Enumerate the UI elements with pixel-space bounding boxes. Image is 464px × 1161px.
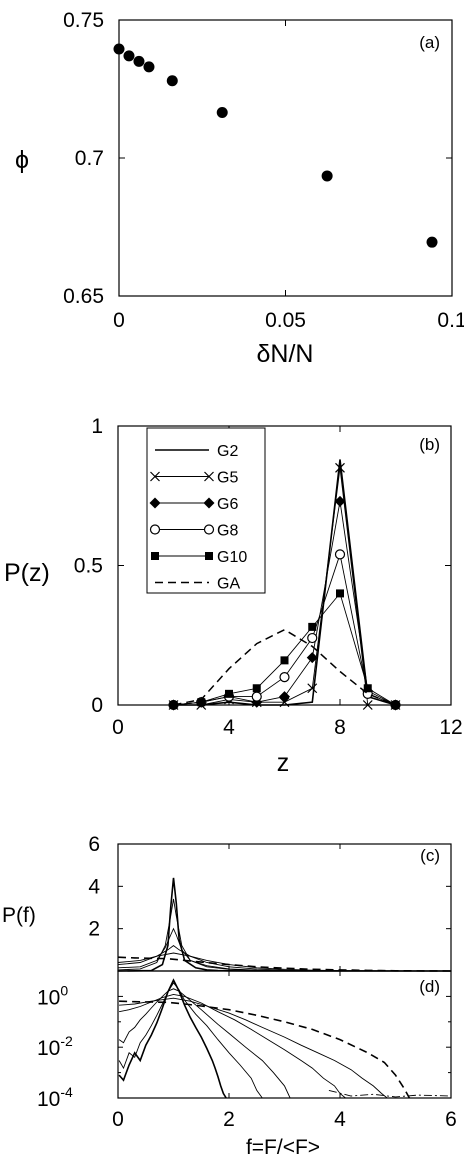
data-point	[307, 683, 318, 694]
data-point	[252, 684, 261, 693]
legend-marker	[149, 497, 161, 509]
data-point	[307, 632, 318, 644]
panel-d-force-distribution-log: 0 2 4 6 100 10-2 10-4 (d) f=F/<F>	[37, 970, 457, 1159]
y-tick-label: 2	[88, 918, 100, 941]
x-tick-label: 0.1	[437, 309, 464, 332]
data-point	[362, 700, 373, 710]
x-tick-label: 4	[223, 716, 235, 739]
legend-marker	[203, 497, 215, 509]
data-point	[321, 170, 333, 182]
legend-label: G2	[217, 443, 238, 460]
y-tick-label: 0.65	[63, 285, 104, 308]
legend-label: G8	[217, 523, 238, 540]
plot-frame	[118, 19, 453, 297]
x-tick-label: 0.05	[265, 309, 306, 332]
x-tick-label: 2	[223, 1108, 235, 1131]
series-line	[117, 952, 452, 972]
data-point	[251, 691, 262, 702]
x-tick-label: 0	[112, 716, 124, 739]
series-line	[173, 628, 396, 706]
legend-box	[146, 427, 266, 594]
legend-marker	[149, 524, 161, 535]
y-tick-label: 10-2	[37, 1033, 73, 1060]
data-point	[308, 622, 317, 631]
series-line	[118, 988, 291, 1098]
data-point	[336, 589, 344, 598]
data-point	[166, 75, 178, 87]
legend-label: G5	[217, 470, 238, 487]
data-point	[113, 43, 125, 55]
data-point	[306, 652, 318, 664]
data-point	[123, 50, 135, 62]
plot-frame	[117, 970, 452, 1099]
y-axis-label: P(z)	[4, 559, 50, 587]
y-tick-label: 0.5	[74, 555, 103, 578]
series-line	[328, 1089, 451, 1098]
series-line	[173, 459, 396, 706]
series-line	[119, 1000, 411, 1098]
legend-marker	[204, 471, 214, 482]
x-tick-label: 12	[439, 716, 462, 739]
legend-marker	[203, 524, 215, 535]
x-axis-label: f=F/<F>	[246, 1136, 320, 1159]
legend-label: G6	[217, 496, 238, 513]
series-line	[117, 877, 451, 972]
x-axis-label: z	[277, 749, 290, 777]
x-axis-label: δN/N	[257, 340, 314, 368]
y-axis-label: P(f)	[2, 904, 36, 927]
series-line	[118, 978, 227, 1098]
panel-label: (d)	[419, 977, 440, 996]
data-point	[216, 106, 228, 118]
data-point	[279, 691, 290, 703]
panel-label: (b)	[419, 435, 440, 454]
data-point	[133, 55, 145, 67]
series-line	[119, 993, 346, 1098]
y-tick-label: 6	[88, 833, 100, 856]
y-tick-label: 1	[91, 415, 103, 438]
legend-marker	[151, 552, 159, 560]
y-tick-label: 100	[37, 982, 68, 1009]
data-point	[334, 549, 346, 560]
series-line	[118, 982, 263, 1098]
legend-marker	[150, 471, 160, 482]
series-line	[119, 997, 388, 1098]
panel-b-coordination-distribution: 0 4 8 12 0 0.5 1 G2 G5 G6 G8 G10 GA (b) z P(z)	[4, 415, 463, 777]
data-point	[334, 495, 346, 507]
x-tick-label: 0	[112, 1108, 124, 1131]
data-point	[426, 236, 438, 248]
y-tick-label: 4	[88, 875, 100, 898]
panel-a-phi-vs-dn: 0 0.05 0.1 0.65 0.7 0.75 (a) δN/N ϕ	[15, 9, 464, 368]
series-group	[118, 978, 451, 1098]
data-point	[225, 689, 233, 698]
x-tick-label: 6	[445, 1108, 457, 1131]
legend-label: G10	[217, 549, 247, 566]
data-point	[279, 697, 290, 708]
legend-label: GA	[217, 576, 240, 593]
panel-label: (c)	[420, 846, 440, 865]
x-tick-label: 8	[334, 716, 346, 739]
y-tick-label: 0	[91, 694, 103, 717]
data-point	[279, 671, 290, 683]
y-tick-label: 10-4	[37, 1084, 73, 1111]
series-line	[117, 945, 452, 972]
data-point	[197, 698, 206, 707]
y-axis-label: ϕ	[15, 146, 29, 174]
legend-marker	[205, 552, 213, 560]
data-point	[143, 61, 155, 73]
x-tick-label: 0	[113, 309, 125, 332]
plot-frame	[117, 843, 452, 972]
y-tick-label: 0.7	[75, 147, 104, 170]
data-point	[280, 656, 289, 665]
x-tick-label: 4	[334, 1108, 346, 1131]
data-point	[335, 462, 345, 473]
y-tick-label: 0.75	[63, 9, 104, 32]
data-point	[363, 684, 372, 693]
panel-label: (a)	[419, 33, 440, 52]
panel-c-force-distribution-linear: 2 4 6 (c) P(f)	[2, 833, 452, 972]
